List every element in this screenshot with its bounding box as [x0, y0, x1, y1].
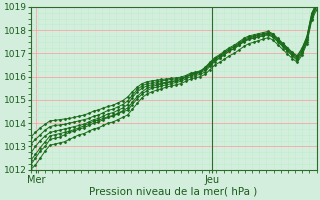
X-axis label: Pression niveau de la mer( hPa ): Pression niveau de la mer( hPa ) — [90, 187, 258, 197]
